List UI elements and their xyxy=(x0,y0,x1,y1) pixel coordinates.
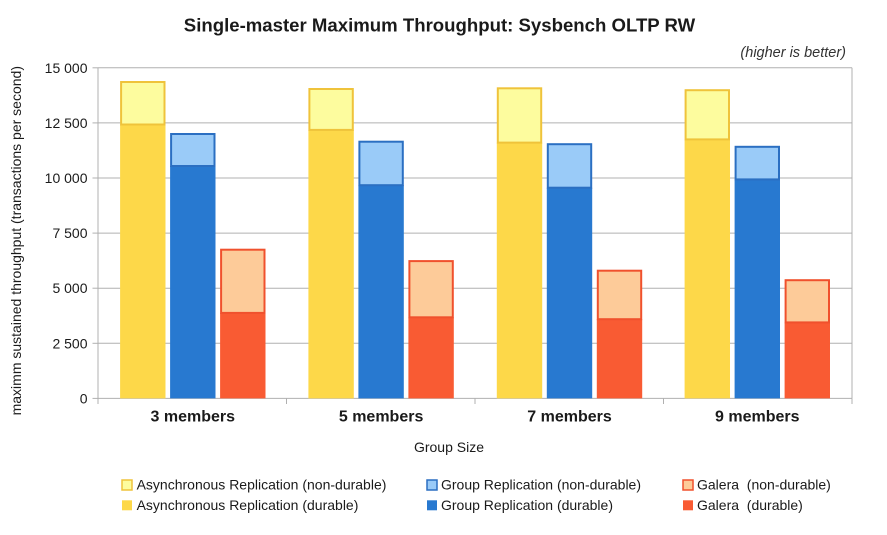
svg-text:Asynchronous Replication (non-: Asynchronous Replication (non-durable) xyxy=(137,477,387,493)
svg-text:maximm sustained throughput (t: maximm sustained throughput (transaction… xyxy=(8,66,24,415)
svg-text:2 500: 2 500 xyxy=(52,335,87,351)
svg-text:Group Replication (non-durable: Group Replication (non-durable) xyxy=(441,477,641,493)
svg-text:5 members: 5 members xyxy=(339,409,424,426)
svg-text:Group Replication (durable): Group Replication (durable) xyxy=(441,497,613,513)
svg-text:7 500: 7 500 xyxy=(52,225,87,241)
svg-text:10 000: 10 000 xyxy=(45,170,88,186)
svg-text:0: 0 xyxy=(80,390,88,406)
svg-text:Group Size: Group Size xyxy=(414,439,484,455)
svg-text:Galera (durable): Galera (durable) xyxy=(697,497,803,513)
svg-text:3 members: 3 members xyxy=(151,409,236,426)
svg-text:(higher is better): (higher is better) xyxy=(740,45,846,61)
svg-text:Asynchronous Replication (dura: Asynchronous Replication (durable) xyxy=(137,497,359,513)
svg-text:9 members: 9 members xyxy=(715,409,800,426)
svg-text:5 000: 5 000 xyxy=(52,280,87,296)
svg-text:Single-master Maximum Throughp: Single-master Maximum Throughput: Sysben… xyxy=(184,15,696,36)
svg-text:Galera (non-durable): Galera (non-durable) xyxy=(697,477,831,493)
svg-text:7 members: 7 members xyxy=(527,409,612,426)
svg-text:12 500: 12 500 xyxy=(45,115,88,131)
svg-text:15 000: 15 000 xyxy=(45,60,88,76)
